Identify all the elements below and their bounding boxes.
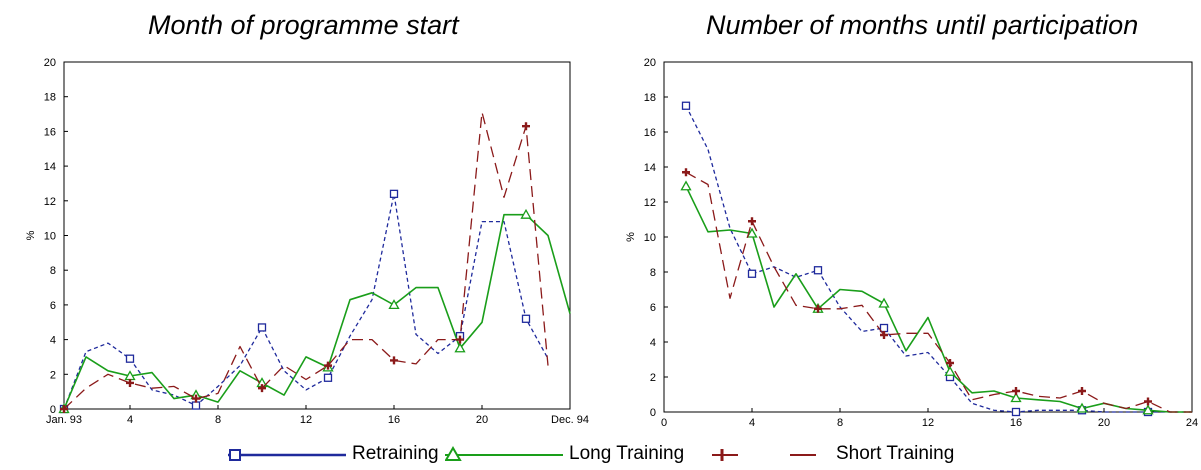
legend-swatch-long-training xyxy=(444,446,563,461)
right-point-short-training xyxy=(1012,387,1020,395)
right-xtick-label: 4 xyxy=(749,417,755,429)
right-ytick-label: 8 xyxy=(650,267,656,279)
legend-label-short-training: Short Training xyxy=(836,443,955,464)
right-point-short-training xyxy=(1078,387,1086,395)
left-ytick-label: 16 xyxy=(44,126,56,138)
right-xtick-label: 24 xyxy=(1186,417,1198,429)
left-point-short-training xyxy=(192,394,200,403)
left-plot-frame xyxy=(63,61,571,410)
left-point-short-training xyxy=(522,122,530,131)
right-point-short-training xyxy=(946,359,954,367)
right-point-long-training xyxy=(680,180,692,191)
right-point-long-training xyxy=(878,297,890,308)
legend-item-retraining: Retraining xyxy=(228,443,439,465)
right-ylabel: % xyxy=(625,232,637,242)
left-ytick-label: 8 xyxy=(50,265,56,277)
left-point-long-training xyxy=(454,342,466,353)
right-xtick-label: 16 xyxy=(1010,417,1022,429)
right-point-retraining xyxy=(1011,407,1021,417)
left-series-long-training xyxy=(63,213,571,410)
legend-item-short-training: Short Training xyxy=(712,443,954,465)
left-point-short-training xyxy=(456,335,464,344)
left-point-long-training xyxy=(520,208,532,219)
left-ytick-label: 12 xyxy=(44,196,56,208)
left-series-retraining xyxy=(63,193,549,410)
right-point-short-training xyxy=(682,168,690,177)
left-point-short-training xyxy=(60,405,68,413)
right-ytick-label: 10 xyxy=(644,232,656,244)
left-xtick-label: 20 xyxy=(476,414,488,426)
right-series-short-training xyxy=(685,171,1192,413)
right-ytick-label: 6 xyxy=(650,302,656,314)
left-point-retraining xyxy=(389,189,399,199)
legend-swatch-retraining xyxy=(228,449,346,461)
left-ytick-label: 14 xyxy=(44,161,56,173)
legend-label-retraining: Retraining xyxy=(352,443,439,464)
left-xtick-label: Jan. 93 xyxy=(46,414,82,426)
left-point-short-training xyxy=(126,378,134,387)
right-plot-frame xyxy=(663,61,1193,413)
right-xtick-label: 12 xyxy=(922,417,934,429)
right-ytick-label: 14 xyxy=(644,162,656,174)
left-ytick-label: 6 xyxy=(50,300,56,312)
right-xtick-label: 20 xyxy=(1098,417,1110,429)
left-point-long-training xyxy=(388,299,400,310)
right-ytick-label: 18 xyxy=(644,92,656,104)
legend-swatch-short-training xyxy=(712,449,816,461)
left-xtick-label: 4 xyxy=(127,414,133,426)
left-chart-title: Month of programme start xyxy=(148,10,459,40)
right-point-long-training xyxy=(1010,392,1022,403)
left-ytick-label: 10 xyxy=(44,231,56,243)
right-point-short-training xyxy=(880,331,888,339)
legend-item-long-training: Long Training xyxy=(444,443,684,465)
left-xtick-label: Dec. 94 xyxy=(551,414,589,426)
left-point-retraining xyxy=(191,401,201,410)
right-ytick-label: 4 xyxy=(650,337,656,349)
right-point-short-training xyxy=(814,304,822,313)
right-xtick-label: 8 xyxy=(837,417,843,429)
right-ytick-label: 12 xyxy=(644,197,656,209)
left-point-retraining xyxy=(521,314,531,323)
right-chart-title: Number of months until participation xyxy=(706,10,1139,40)
left-point-retraining xyxy=(257,323,267,332)
right-point-long-training xyxy=(1076,402,1088,413)
legend: Retraining Long Training Short Training xyxy=(228,443,988,465)
right-point-retraining xyxy=(747,269,757,278)
left-point-short-training xyxy=(390,356,398,365)
right-point-long-training xyxy=(1142,404,1154,415)
right-point-retraining xyxy=(879,323,889,333)
right-point-short-training xyxy=(1144,397,1152,406)
left-xtick-label: 8 xyxy=(215,414,221,426)
right-point-retraining xyxy=(681,101,691,110)
left-ytick-label: 18 xyxy=(44,92,56,104)
right-point-retraining xyxy=(813,266,823,275)
legend-marker-long-training xyxy=(444,446,462,461)
legend-marker-retraining xyxy=(229,449,241,461)
left-xtick-label: 12 xyxy=(300,414,312,426)
right-point-long-training xyxy=(746,227,758,238)
left-point-retraining xyxy=(323,373,333,382)
left-point-short-training xyxy=(324,361,332,370)
right-ytick-label: 2 xyxy=(650,372,656,384)
right-series-retraining xyxy=(685,105,1192,413)
left-point-retraining xyxy=(125,354,135,363)
right-ytick-label: 20 xyxy=(644,57,656,69)
right-xtick-label: 0 xyxy=(661,417,667,429)
right-ytick-label: 16 xyxy=(644,127,656,139)
left-xtick-label: 16 xyxy=(388,414,400,426)
right-series-long-training xyxy=(685,185,1192,413)
left-ylabel: % xyxy=(25,230,37,240)
left-point-short-training xyxy=(258,384,266,393)
left-ytick-label: 20 xyxy=(44,57,56,69)
right-point-long-training xyxy=(944,365,956,376)
right-ytick-label: 0 xyxy=(650,407,656,419)
left-ytick-label: 0 xyxy=(50,404,56,416)
left-series-short-training xyxy=(63,111,549,410)
right-point-short-training xyxy=(748,217,756,226)
legend-label-long-training: Long Training xyxy=(569,443,685,464)
left-ytick-label: 2 xyxy=(50,369,56,381)
left-ytick-label: 4 xyxy=(50,335,56,347)
